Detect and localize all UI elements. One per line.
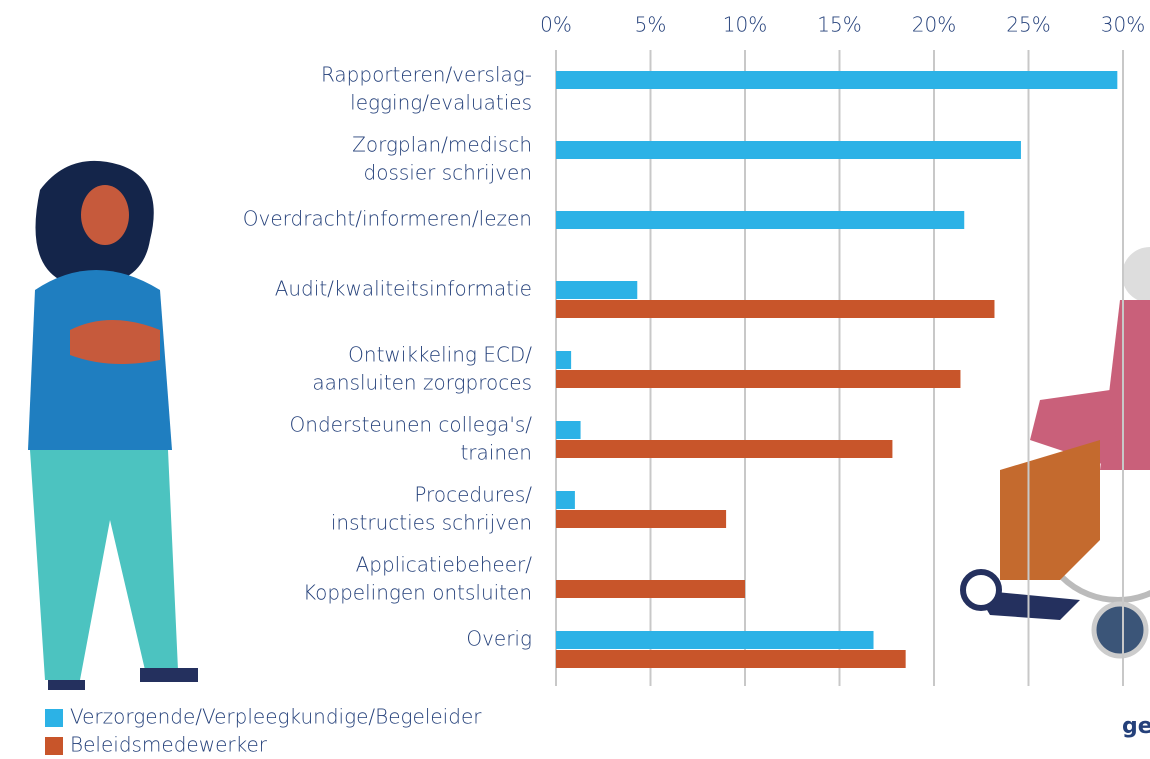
- x-tick-label: 0%: [540, 13, 572, 37]
- x-tick-label: 30%: [1101, 13, 1145, 37]
- bar: [556, 351, 571, 369]
- legend-swatch: [45, 709, 63, 727]
- bar: [556, 281, 637, 299]
- legend-label: Beleidsmedewerker: [70, 733, 268, 757]
- nurse-illustration: [28, 161, 198, 690]
- x-tick-label: 10%: [723, 13, 767, 37]
- bar: [556, 300, 994, 318]
- plot: 0% 5% 10% 15% 20% 25% 30% Rapporteren/verslag-l…: [45, 13, 1145, 757]
- y-tick-label: instructies schrijven: [331, 511, 532, 535]
- y-tick-label: Koppelingen ontsluiten: [303, 581, 532, 605]
- bar: [556, 71, 1117, 89]
- y-tick-label: aansluiten zorgproces: [312, 371, 532, 395]
- logo-text: ge: [1122, 714, 1150, 739]
- y-tick-label: dossier schrijven: [364, 161, 532, 185]
- bar: [556, 421, 581, 439]
- bar: [556, 370, 960, 388]
- x-tick-label: 5%: [635, 13, 667, 37]
- legend-swatch: [45, 737, 63, 755]
- y-tick-label: legging/evaluaties: [350, 91, 532, 115]
- y-tick-label: Applicatiebeheer/: [356, 553, 533, 577]
- legend-label: Verzorgende/Verpleegkundige/Begeleider: [70, 705, 482, 729]
- chart: 0% 5% 10% 15% 20% 25% 30% Rapporteren/verslag-l…: [0, 0, 1150, 759]
- x-tick-label: 15%: [817, 13, 861, 37]
- bar: [556, 650, 906, 668]
- bar: [556, 510, 726, 528]
- bar: [556, 141, 1021, 159]
- y-tick-label: Overig: [466, 627, 532, 651]
- bar: [556, 491, 575, 509]
- y-tick-label: trainen: [460, 441, 532, 465]
- bar: [556, 580, 745, 598]
- y-tick-label: Procedures/: [414, 483, 532, 507]
- y-tick-label: Zorgplan/medisch: [352, 133, 532, 157]
- y-tick-label: Ondersteunen collega's/: [290, 413, 533, 437]
- bar: [556, 440, 892, 458]
- x-tick-label: 25%: [1006, 13, 1050, 37]
- bar: [556, 211, 964, 229]
- y-tick-label: Rapporteren/verslag-: [321, 63, 532, 87]
- x-tick-label: 20%: [912, 13, 956, 37]
- y-tick-label: Overdracht/informeren/lezen: [243, 207, 532, 231]
- y-tick-label: Ontwikkeling ECD/: [348, 343, 532, 367]
- bar: [556, 631, 874, 649]
- y-tick-label: Audit/kwaliteitsinformatie: [275, 277, 532, 301]
